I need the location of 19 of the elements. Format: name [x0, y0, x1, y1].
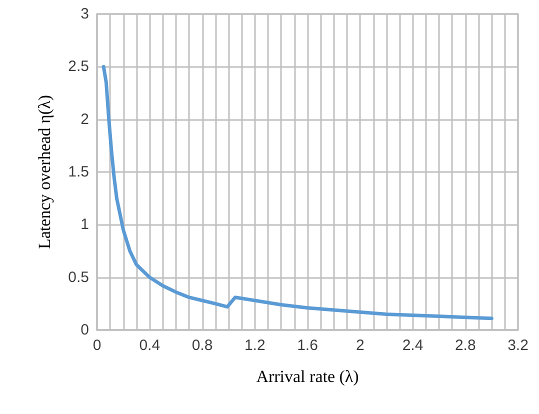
y-tick-label: 0.5 [68, 268, 89, 286]
x-axis-title: Arrival rate (λ) [256, 367, 359, 386]
x-tick-label: 1.6 [297, 337, 318, 354]
x-tick-label: 3.2 [508, 337, 528, 354]
x-tick-label: 2.8 [454, 337, 476, 354]
y-tick-label: 1 [80, 216, 89, 234]
y-tick-label: 0 [80, 322, 89, 338]
x-tick-label: 1.2 [244, 337, 266, 354]
x-tick-label: 2 [356, 337, 364, 354]
line-series [102, 64, 494, 320]
y-axis-title: Latency overhead η(λ) [35, 95, 54, 249]
y-tick-label: 3 [80, 6, 89, 22]
y-tick-label: 1.5 [68, 164, 89, 180]
x-tick-label: 0.4 [139, 337, 160, 354]
x-tick-label: 2.4 [402, 337, 424, 354]
x-tick-label: 0 [92, 337, 102, 354]
y-tick-label: 2 [80, 110, 89, 128]
x-tick-label: 0.8 [192, 337, 213, 354]
y-tick-label: 2.5 [68, 58, 89, 76]
